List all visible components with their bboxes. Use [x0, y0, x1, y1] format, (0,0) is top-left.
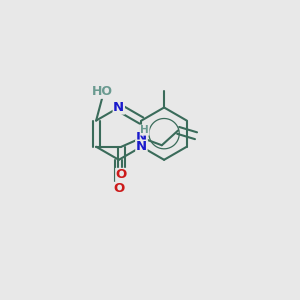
Text: N: N: [136, 140, 147, 153]
Text: N: N: [113, 101, 124, 114]
Text: N: N: [136, 131, 147, 144]
Text: H: H: [140, 125, 149, 135]
Text: HO: HO: [92, 85, 112, 98]
Text: O: O: [113, 182, 124, 195]
Text: O: O: [116, 169, 127, 182]
